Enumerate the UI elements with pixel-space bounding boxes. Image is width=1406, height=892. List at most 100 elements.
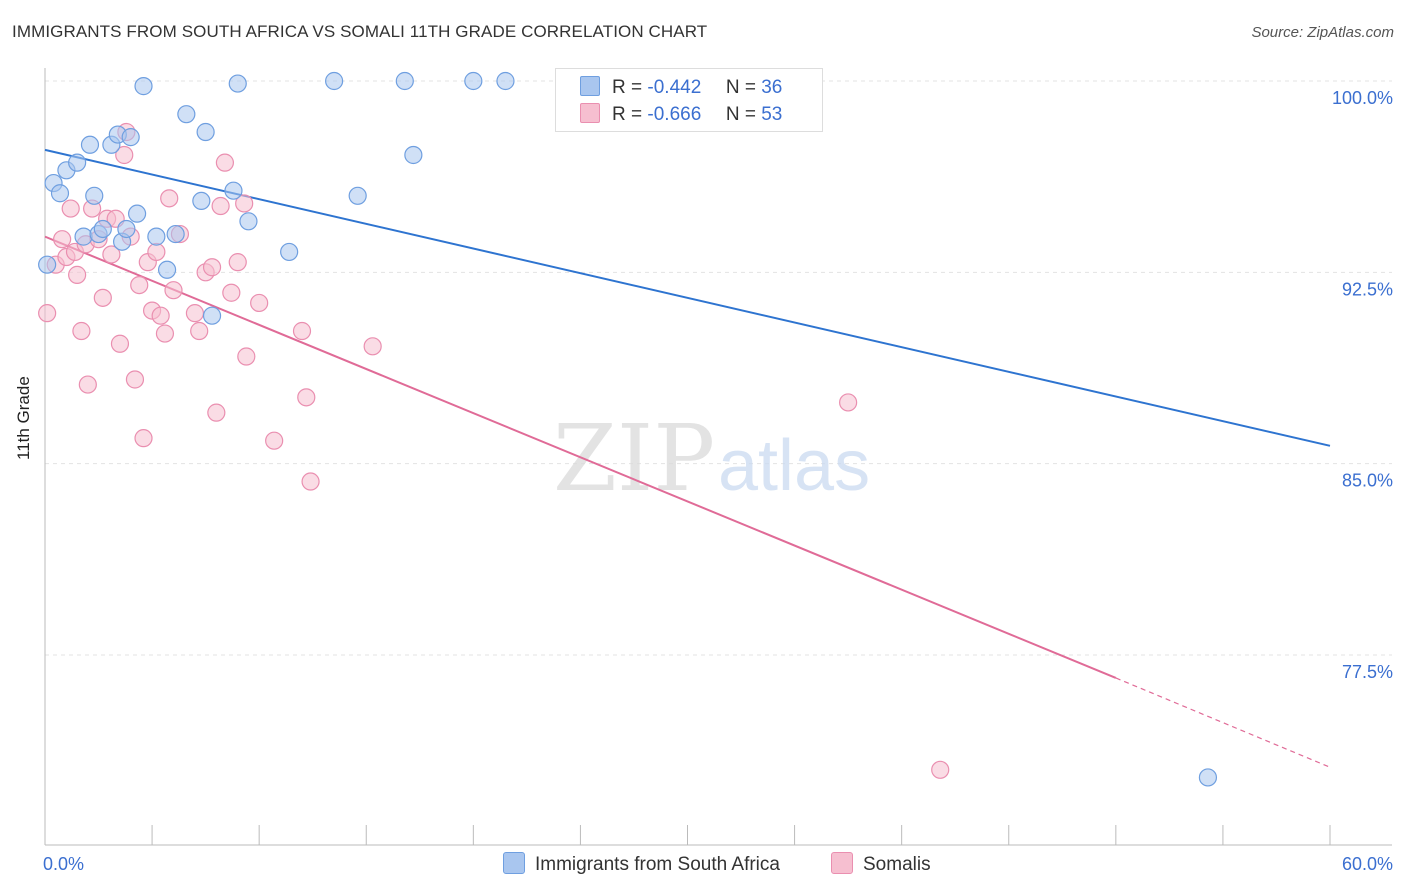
point-south-africa — [157, 260, 177, 279]
bottom-legend-south-africa: Immigrants from South Africa — [503, 852, 780, 876]
point-somalis — [228, 253, 247, 272]
point-somalis — [102, 245, 121, 264]
point-somalis — [110, 334, 130, 353]
point-somalis — [211, 196, 230, 216]
point-south-africa — [117, 219, 136, 239]
point-somalis — [78, 375, 97, 394]
bottom-legend-swatch-south-africa — [503, 852, 525, 874]
point-south-africa — [202, 306, 222, 325]
point-somalis — [222, 283, 241, 302]
point-south-africa — [85, 186, 104, 205]
point-somalis — [363, 337, 382, 356]
legend-n-value-somalis: 53 — [761, 104, 783, 125]
point-somalis — [38, 304, 57, 323]
point-south-africa — [348, 186, 367, 205]
legend-row-somalis: R = -0.666 N = 53 — [580, 103, 782, 126]
axis-layer — [44, 68, 1392, 846]
point-somalis — [130, 275, 149, 295]
point-somalis — [185, 304, 205, 323]
point-south-africa — [192, 191, 211, 211]
y-tick-label: 85.0% — [1342, 471, 1393, 491]
point-somalis — [125, 370, 145, 389]
point-somalis — [265, 431, 284, 450]
point-south-africa — [80, 135, 100, 154]
point-south-africa — [228, 74, 247, 93]
x-tick-label: 0.0% — [43, 854, 84, 874]
x-tick-label: 60.0% — [1342, 854, 1393, 874]
point-somalis — [301, 472, 320, 491]
legend-r-value-south-africa: -0.442 — [647, 77, 702, 98]
bottom-legend-somalis: Somalis — [831, 852, 931, 876]
point-south-africa — [50, 184, 70, 203]
point-somalis — [72, 321, 91, 341]
y-tick-label: 77.5% — [1342, 662, 1393, 682]
bottom-legend-swatch-somalis — [831, 852, 853, 874]
chart-title: IMMIGRANTS FROM SOUTH AFRICA VS SOMALI 1… — [12, 22, 708, 41]
legend-r-label: R = — [612, 77, 643, 98]
point-somalis — [237, 347, 256, 366]
trend-line-somalis — [44, 235, 1117, 679]
point-somalis — [931, 760, 950, 779]
y-tick-label: 100.0% — [1332, 88, 1393, 108]
point-south-africa — [464, 71, 483, 91]
point-somalis — [202, 258, 222, 277]
point-south-africa — [93, 219, 112, 239]
point-somalis — [53, 230, 72, 249]
point-somalis — [155, 324, 175, 343]
point-south-africa — [404, 145, 423, 165]
point-south-africa — [121, 128, 140, 147]
point-somalis — [61, 199, 80, 218]
bottom-legend-label-south-africa: Immigrants from South Africa — [535, 854, 780, 875]
point-somalis — [93, 288, 112, 307]
point-somalis — [164, 281, 183, 300]
point-somalis — [292, 321, 312, 341]
point-south-africa — [68, 153, 87, 172]
point-south-africa — [196, 122, 215, 142]
trend-line-somalis-extension — [1115, 677, 1331, 768]
point-south-africa — [325, 71, 344, 91]
point-south-africa — [134, 77, 153, 96]
point-south-africa — [177, 105, 196, 124]
legend-row-south-africa: R = -0.442 N = 36 — [580, 76, 782, 99]
point-somalis — [297, 388, 316, 407]
watermark-atlas: atlas — [718, 426, 870, 506]
point-somalis — [134, 429, 153, 448]
source-label: Source: ZipAtlas.com — [1251, 24, 1394, 41]
correlation-legend: R = -0.442 N = 36 R = -0.666 N = 53 — [555, 68, 823, 132]
legend-r-label: R = — [612, 104, 643, 125]
legend-n-value-south-africa: 36 — [761, 77, 783, 98]
trend-layer — [44, 148, 1331, 768]
point-somalis — [147, 242, 166, 262]
bottom-legend-label-somalis: Somalis — [863, 854, 931, 875]
point-somalis — [190, 321, 209, 341]
point-somalis — [207, 403, 226, 422]
point-somalis — [235, 194, 254, 213]
point-south-africa — [224, 181, 243, 200]
point-south-africa — [74, 227, 93, 246]
y-tick-label: 92.5% — [1342, 279, 1393, 299]
legend-r-value-somalis: -0.666 — [647, 104, 702, 125]
y-axis-label: 11th Grade — [14, 376, 33, 460]
legend-swatch-south-africa — [580, 76, 600, 96]
point-somalis — [250, 293, 269, 313]
legend-n-label: N = — [725, 77, 756, 98]
point-somalis — [839, 393, 858, 412]
point-somalis — [215, 153, 234, 172]
watermark: ZIP atlas — [553, 405, 870, 512]
point-somalis — [115, 145, 134, 165]
point-south-africa — [147, 227, 166, 246]
legend-n-label: N = — [725, 104, 756, 125]
point-somalis — [160, 189, 179, 208]
point-south-africa — [38, 255, 57, 274]
point-south-africa — [395, 71, 414, 91]
trend-line-south-africa — [44, 148, 1331, 447]
point-south-africa — [280, 242, 299, 262]
point-south-africa — [1198, 768, 1218, 787]
point-somalis — [151, 306, 170, 325]
point-south-africa — [127, 204, 147, 223]
watermark-zip: ZIP — [553, 405, 715, 512]
point-south-africa — [166, 224, 185, 244]
grid-layer — [45, 80, 1392, 656]
legend-swatch-somalis — [580, 103, 600, 123]
